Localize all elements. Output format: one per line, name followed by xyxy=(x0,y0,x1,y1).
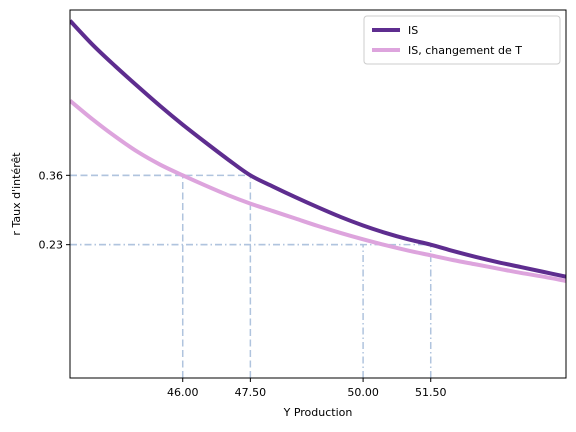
legend-label-1: IS, changement de T xyxy=(408,44,522,57)
legend-label-0: IS xyxy=(408,24,418,37)
x-axis-title: Y Production xyxy=(283,406,353,419)
x-tick-label: 46.00 xyxy=(167,386,199,399)
x-tick-label: 50.00 xyxy=(347,386,379,399)
reference-lines xyxy=(70,174,432,378)
y-axis-ticks: 0.23 0.36 xyxy=(39,169,70,252)
series-lines xyxy=(70,19,566,283)
series-line-0 xyxy=(70,19,566,279)
legend-box xyxy=(363,15,561,65)
x-axis-ticks: 46.00 47.50 50.00 51.50 xyxy=(167,378,447,399)
legend: IS IS, changement de T xyxy=(363,15,561,65)
y-tick-label: 0.36 xyxy=(39,169,64,182)
x-tick-label: 47.50 xyxy=(235,386,267,399)
series-line-1 xyxy=(70,99,566,283)
y-axis-title: r Taux d'intérêt xyxy=(10,152,23,236)
plot-area-frame xyxy=(69,9,567,379)
y-tick-label: 0.23 xyxy=(39,239,64,252)
x-tick-label: 51.50 xyxy=(415,386,447,399)
